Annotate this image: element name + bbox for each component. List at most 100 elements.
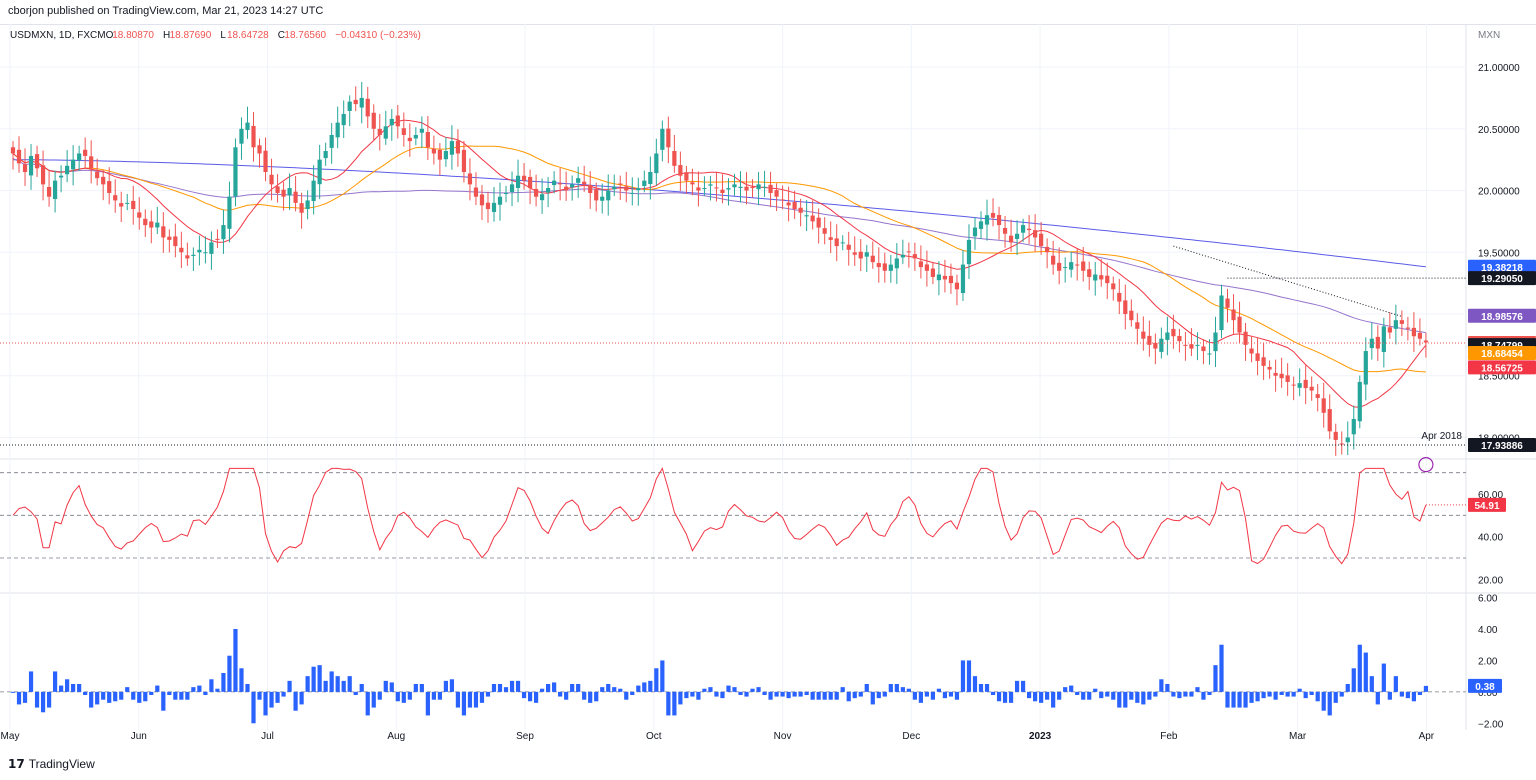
momentum-bar — [275, 691, 280, 703]
candle-body — [173, 236, 178, 247]
candle-body — [852, 252, 857, 255]
momentum-bar — [413, 684, 418, 692]
candle-body — [1201, 346, 1206, 352]
candle-body — [972, 227, 978, 237]
momentum-bar — [966, 660, 972, 692]
candle-body — [936, 274, 942, 281]
candle-body — [52, 180, 58, 199]
candle-body — [978, 221, 984, 229]
candle-body — [161, 226, 166, 238]
candle-body — [1207, 353, 1212, 355]
momentum-bar — [1339, 691, 1344, 697]
momentum-tick-label: 4.00 — [1478, 625, 1498, 636]
momentum-bar — [281, 691, 286, 697]
momentum-bar — [485, 691, 491, 697]
momentum-bar — [1249, 691, 1254, 703]
candle-body — [594, 189, 599, 201]
candle-body — [576, 178, 581, 183]
candle-body — [564, 186, 569, 191]
price-label-text: 19.29050 — [1481, 274, 1523, 285]
candle-body — [407, 137, 412, 142]
candle-body — [906, 251, 911, 253]
momentum-bar — [125, 687, 130, 692]
candle-body — [1333, 431, 1338, 440]
momentum-bar — [1345, 684, 1350, 692]
momentum-bar — [576, 684, 581, 692]
candle-body — [305, 200, 310, 210]
alert-icon[interactable] — [1418, 457, 1434, 473]
candle-body — [113, 195, 118, 201]
candle-body — [1093, 274, 1098, 281]
momentum-bar — [852, 691, 857, 699]
candle-body — [491, 202, 497, 212]
candle-body — [443, 151, 449, 160]
x-tick-label: Sep — [516, 731, 534, 742]
candle-body — [654, 153, 659, 174]
candle-body — [1231, 309, 1236, 321]
candle-body — [22, 164, 28, 172]
momentum-bar — [521, 691, 527, 699]
momentum-bar — [1105, 691, 1110, 697]
candle-body — [1237, 316, 1242, 333]
momentum-bar — [690, 691, 695, 697]
candle-body — [846, 244, 851, 250]
candle-body — [1153, 342, 1158, 349]
momentum-bar — [497, 684, 503, 692]
momentum-bar — [101, 691, 106, 700]
momentum-bar — [858, 691, 863, 697]
candle-body — [924, 264, 929, 271]
momentum-bar — [630, 691, 635, 695]
momentum-bar — [89, 691, 94, 708]
candle-body — [744, 186, 749, 191]
momentum-bar — [606, 684, 611, 692]
momentum-bar — [762, 691, 767, 695]
momentum-bar — [1297, 688, 1302, 692]
candle-body — [521, 175, 527, 181]
candle-body — [624, 186, 629, 191]
momentum-bar — [870, 691, 875, 705]
momentum-bar — [1039, 691, 1044, 703]
candle-body — [34, 154, 40, 169]
momentum-bar — [1147, 691, 1152, 700]
price-label-badge — [1468, 308, 1536, 323]
momentum-bar — [1159, 679, 1164, 692]
x-tick-label: Jun — [131, 731, 147, 742]
momentum-bar — [1399, 691, 1404, 697]
candle-body — [642, 180, 647, 187]
momentum-bar — [960, 660, 966, 692]
chart-area[interactable]: May Jun Jul Aug Sep Oct Nov Dec 2023 Feb Mar Apr 18.… — [0, 24, 1536, 752]
momentum-bar — [527, 691, 533, 702]
momentum-bar — [1411, 691, 1416, 702]
candle-body — [40, 165, 46, 185]
price-label-text: 18.68454 — [1481, 349, 1523, 360]
momentum-bar — [894, 684, 899, 692]
candle-body — [119, 203, 124, 207]
tradingview-logo[interactable]: 17 TradingView — [8, 757, 95, 771]
momentum-bar — [1008, 691, 1014, 703]
momentum-bar — [317, 665, 322, 692]
momentum-bar — [311, 666, 316, 692]
candle-body — [263, 150, 268, 172]
candle-body — [1357, 381, 1362, 422]
momentum-bar — [990, 691, 996, 695]
candle-body — [1129, 310, 1134, 321]
momentum-bar — [1153, 691, 1158, 697]
candle-body — [371, 112, 376, 129]
candle-body — [251, 125, 256, 148]
momentum-bar — [582, 691, 587, 700]
momentum-bar — [1201, 691, 1206, 700]
momentum-bar — [666, 691, 671, 716]
momentum-bar — [46, 691, 52, 708]
momentum-bar — [1243, 691, 1248, 708]
candle-body — [1177, 335, 1182, 342]
candle-body — [1303, 379, 1308, 389]
momentum-bar — [1417, 691, 1423, 695]
momentum-bar — [1213, 665, 1218, 692]
momentum-bar — [570, 684, 575, 692]
candle-body — [539, 194, 545, 201]
candle-body — [191, 254, 196, 256]
candle-body — [678, 165, 683, 176]
candle-body — [1393, 320, 1398, 329]
momentum-bar — [1051, 691, 1056, 708]
momentum-bar — [269, 691, 274, 708]
